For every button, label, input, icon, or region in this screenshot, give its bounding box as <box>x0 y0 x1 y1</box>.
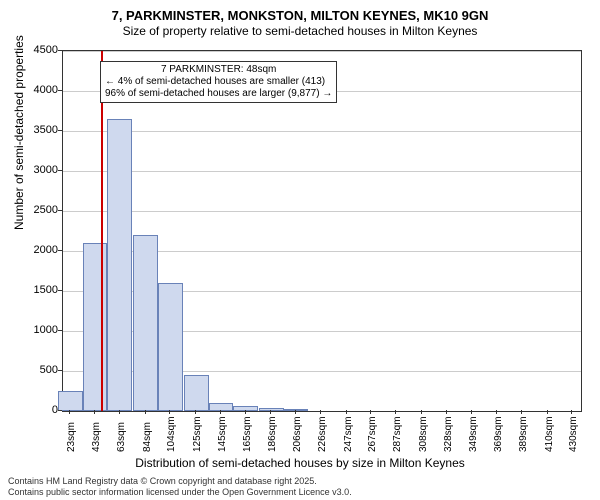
y-tick-label: 2000 <box>34 244 58 256</box>
histogram-bar <box>58 391 83 411</box>
x-tick-mark <box>145 410 146 414</box>
x-tick-label: 165sqm <box>242 416 253 452</box>
property-marker-line <box>101 51 103 411</box>
x-tick-label: 328sqm <box>443 416 454 452</box>
y-tick-label: 1500 <box>34 284 58 296</box>
x-tick-label: 247sqm <box>343 416 354 452</box>
x-tick-label: 186sqm <box>267 416 278 452</box>
x-tick-mark <box>571 410 572 414</box>
x-tick-label: 410sqm <box>544 416 555 452</box>
x-tick-mark <box>370 410 371 414</box>
x-tick-mark <box>521 410 522 414</box>
x-tick-label: 84sqm <box>142 422 153 452</box>
x-tick-mark <box>295 410 296 414</box>
gridline <box>63 131 581 132</box>
y-tick-mark <box>58 130 62 131</box>
annotation-box: 7 PARKMINSTER: 48sqm← 4% of semi-detache… <box>100 61 337 103</box>
x-tick-mark <box>471 410 472 414</box>
y-axis-label: Number of semi-detached properties <box>12 35 26 230</box>
x-axis-label: Distribution of semi-detached houses by … <box>0 456 600 470</box>
histogram-bar <box>284 409 309 411</box>
y-tick-mark <box>58 90 62 91</box>
x-tick-label: 23sqm <box>66 422 77 452</box>
x-tick-mark <box>169 410 170 414</box>
y-tick-label: 2500 <box>34 204 58 216</box>
x-tick-label: 349sqm <box>468 416 479 452</box>
x-tick-mark <box>195 410 196 414</box>
histogram-bar <box>209 403 234 411</box>
footer-line-2: Contains public sector information licen… <box>8 487 352 498</box>
x-tick-label: 206sqm <box>292 416 303 452</box>
y-tick-label: 3500 <box>34 124 58 136</box>
x-tick-mark <box>270 410 271 414</box>
histogram-bar <box>184 375 209 411</box>
x-tick-label: 145sqm <box>217 416 228 452</box>
y-tick-label: 500 <box>40 364 58 376</box>
y-tick-mark <box>58 290 62 291</box>
x-tick-mark <box>245 410 246 414</box>
x-tick-mark <box>94 410 95 414</box>
x-tick-mark <box>446 410 447 414</box>
x-tick-label: 267sqm <box>367 416 378 452</box>
y-tick-mark <box>58 170 62 171</box>
histogram-bar <box>259 408 284 411</box>
x-tick-label: 104sqm <box>166 416 177 452</box>
x-tick-mark <box>496 410 497 414</box>
y-tick-label: 1000 <box>34 324 58 336</box>
x-tick-label: 308sqm <box>418 416 429 452</box>
y-tick-mark <box>58 250 62 251</box>
histogram-bar <box>158 283 183 411</box>
x-tick-mark <box>395 410 396 414</box>
annotation-line-1: 7 PARKMINSTER: 48sqm <box>105 64 332 76</box>
x-tick-label: 369sqm <box>493 416 504 452</box>
x-tick-mark <box>320 410 321 414</box>
x-tick-label: 43sqm <box>91 422 102 452</box>
chart-title: 7, PARKMINSTER, MONKSTON, MILTON KEYNES,… <box>0 0 600 24</box>
footer-attribution: Contains HM Land Registry data © Crown c… <box>8 476 352 498</box>
x-tick-label: 430sqm <box>568 416 579 452</box>
y-tick-label: 3000 <box>34 164 58 176</box>
footer-line-1: Contains HM Land Registry data © Crown c… <box>8 476 352 487</box>
x-tick-mark <box>421 410 422 414</box>
y-tick-mark <box>58 370 62 371</box>
y-tick-mark <box>58 210 62 211</box>
histogram-bar <box>133 235 158 411</box>
annotation-line-3: 96% of semi-detached houses are larger (… <box>105 88 332 100</box>
gridline <box>63 51 581 52</box>
y-tick-mark <box>58 50 62 51</box>
y-tick-mark <box>58 410 62 411</box>
x-tick-mark <box>69 410 70 414</box>
histogram-bar <box>107 119 132 411</box>
y-tick-label: 4500 <box>34 44 58 56</box>
plot-area: 7 PARKMINSTER: 48sqm← 4% of semi-detache… <box>62 50 582 412</box>
x-tick-label: 125sqm <box>192 416 203 452</box>
annotation-line-2: ← 4% of semi-detached houses are smaller… <box>105 76 332 88</box>
x-tick-label: 63sqm <box>116 422 127 452</box>
x-tick-mark <box>346 410 347 414</box>
histogram-bar <box>83 243 108 411</box>
gridline <box>63 211 581 212</box>
x-tick-mark <box>220 410 221 414</box>
chart-subtitle: Size of property relative to semi-detach… <box>0 24 600 42</box>
y-tick-label: 4000 <box>34 84 58 96</box>
x-tick-mark <box>119 410 120 414</box>
x-tick-label: 389sqm <box>518 416 529 452</box>
x-tick-mark <box>547 410 548 414</box>
gridline <box>63 171 581 172</box>
x-tick-label: 287sqm <box>392 416 403 452</box>
x-tick-label: 226sqm <box>317 416 328 452</box>
y-tick-mark <box>58 330 62 331</box>
